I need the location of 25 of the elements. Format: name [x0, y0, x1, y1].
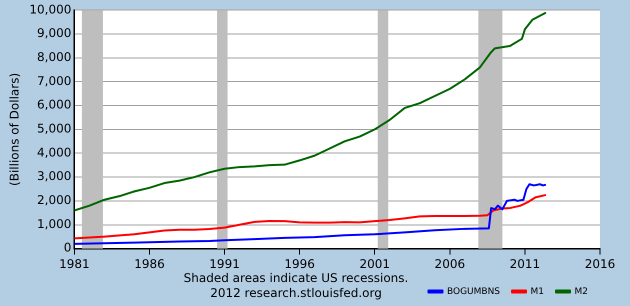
legend-label: BOGUMBNS — [446, 286, 500, 297]
y-tick-label: 8,000 — [37, 50, 72, 64]
text: Shaded areas indicate US recessions. — [184, 271, 408, 286]
x-tick-label: 2006 — [434, 256, 466, 271]
legend-label: M1 — [530, 286, 544, 297]
y-tick-label: 10,000 — [29, 2, 72, 16]
x-tick-label: 1996 — [284, 256, 315, 271]
x-tick-label: 2011 — [510, 256, 540, 271]
y-axis-title: (Billions of Dollars) — [7, 72, 22, 186]
x-tick-label: 2001 — [359, 256, 390, 271]
y-tick-label: 9,000 — [37, 26, 72, 40]
y-tick-label: 1,000 — [37, 216, 72, 231]
y-tick-label: 6,000 — [37, 98, 72, 112]
y-tick-label: 2,000 — [37, 193, 72, 208]
x-tick-label: 1981 — [59, 256, 90, 271]
y-tick-label: 5,000 — [37, 122, 72, 136]
y-tick-label: 3,000 — [37, 169, 72, 184]
text: 2012 research.stlouisfed.org — [210, 286, 382, 300]
legend-label: M2 — [574, 286, 588, 297]
y-tick-label: 0 — [64, 240, 72, 255]
x-tick-label: 1986 — [134, 256, 165, 271]
x-tick-label: 1991 — [209, 256, 240, 271]
y-tick-label: 7,000 — [37, 74, 72, 88]
y-tick-label: 4,000 — [37, 145, 72, 160]
x-tick-label: 2016 — [584, 256, 616, 271]
